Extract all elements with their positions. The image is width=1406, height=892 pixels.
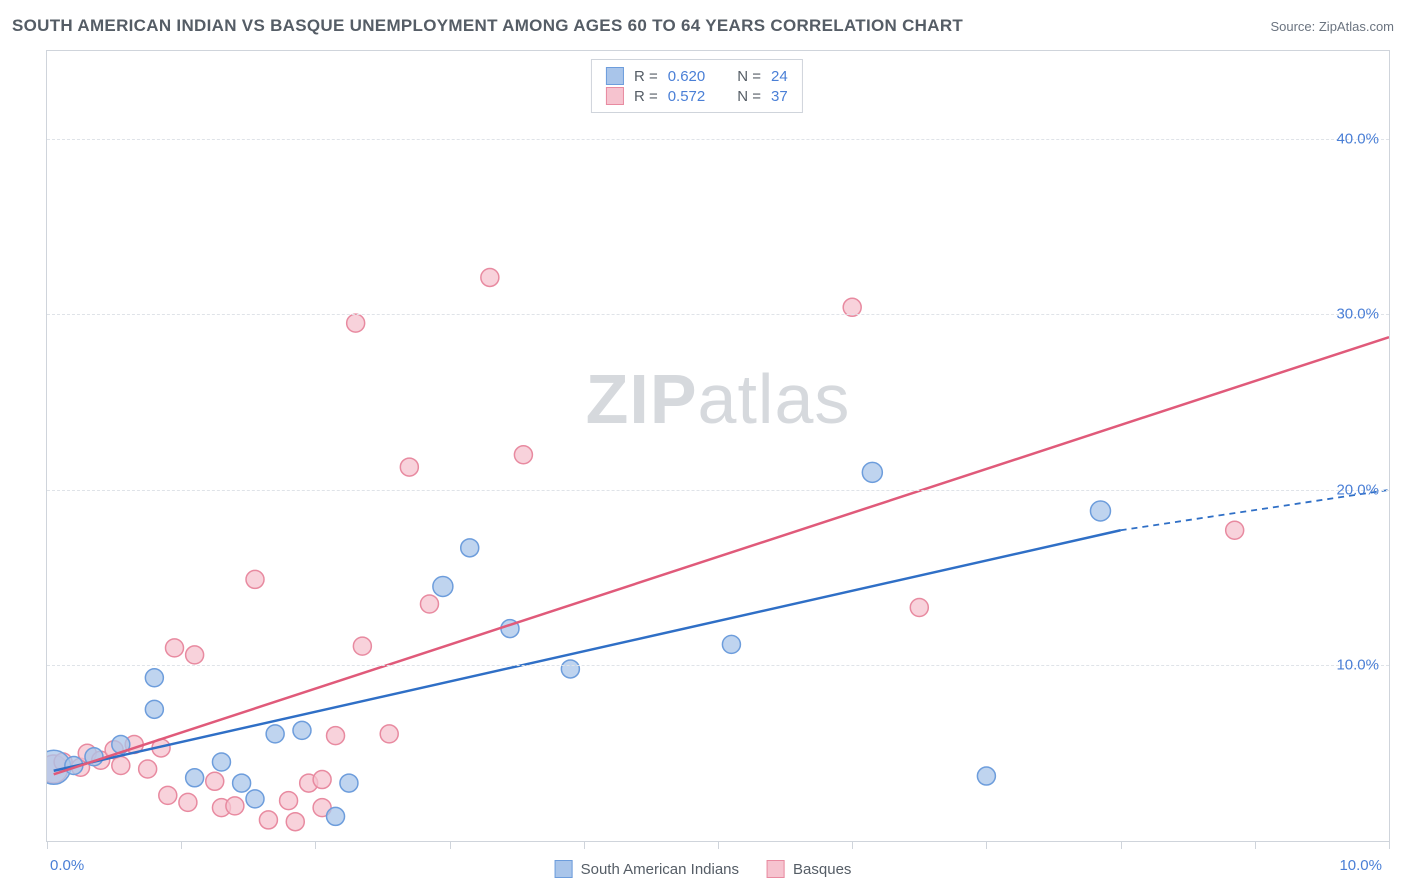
r-value: 0.620 [668,68,706,85]
legend-label: Basques [793,861,851,878]
legend-swatch-pink [606,87,624,105]
legend-swatch-pink [767,860,785,878]
r-value: 0.572 [668,88,706,105]
bottom-legend: South American Indians Basques [555,860,852,878]
stats-legend: R = 0.620 N = 24 R = 0.572 N = 37 [591,59,803,113]
n-value: 24 [771,68,788,85]
legend-swatch-blue [555,860,573,878]
n-label: N = [737,88,761,105]
y-tick-label: 20.0% [1336,481,1379,498]
legend-label: South American Indians [581,861,739,878]
r-label: R = [634,88,658,105]
plot-svg [47,51,1389,841]
stats-row-pink: R = 0.572 N = 37 [606,86,788,106]
r-label: R = [634,68,658,85]
legend-item-blue: South American Indians [555,860,739,878]
y-tick-label: 40.0% [1336,130,1379,147]
title-bar: SOUTH AMERICAN INDIAN VS BASQUE UNEMPLOY… [12,16,1394,36]
chart-title: SOUTH AMERICAN INDIAN VS BASQUE UNEMPLOY… [12,16,963,36]
stats-row-blue: R = 0.620 N = 24 [606,66,788,86]
chart-plot-area: ZIPatlas R = 0.620 N = 24 R = 0.572 N = … [46,50,1390,842]
n-value: 37 [771,88,788,105]
x-axis-max-label: 10.0% [1339,857,1382,874]
source-label: Source: ZipAtlas.com [1270,19,1394,34]
y-tick-label: 30.0% [1336,306,1379,323]
x-axis-min-label: 0.0% [50,857,84,874]
n-label: N = [737,68,761,85]
y-tick-label: 10.0% [1336,657,1379,674]
legend-swatch-blue [606,67,624,85]
legend-item-pink: Basques [767,860,851,878]
